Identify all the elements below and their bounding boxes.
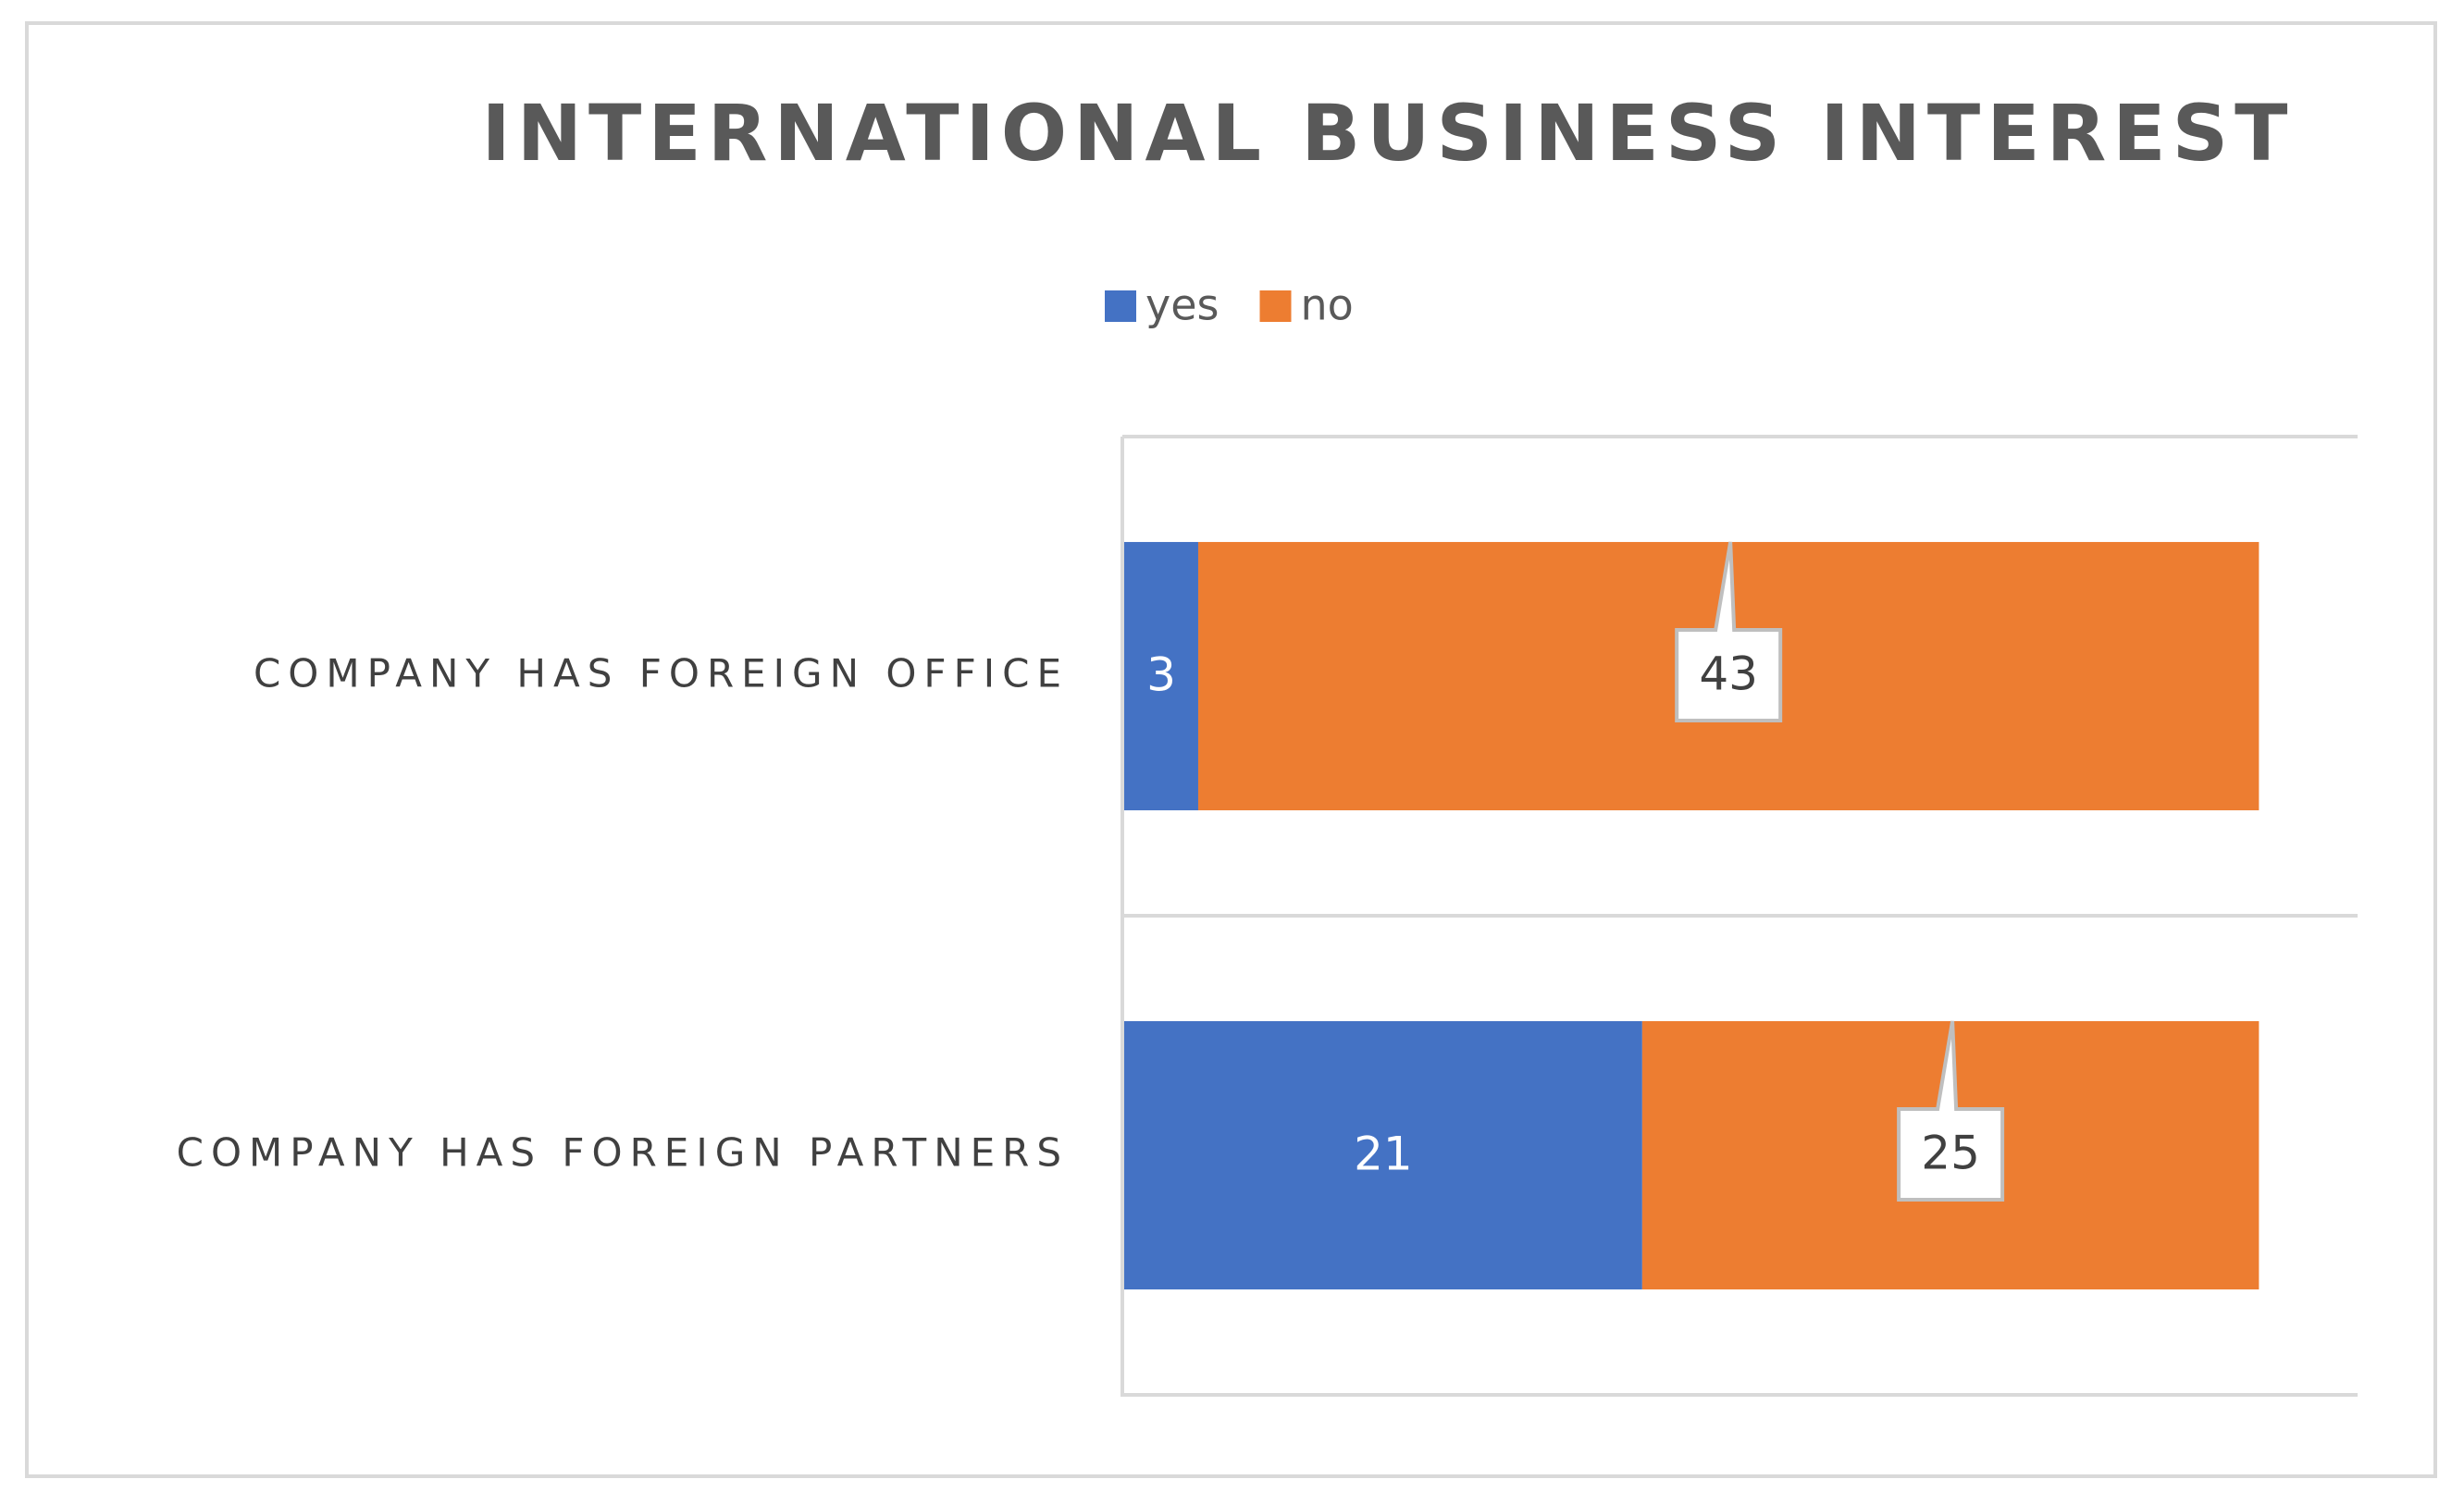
data-label: 3 (1146, 648, 1176, 702)
category-label: COMPANY HAS FOREIGN OFFICE (254, 651, 1069, 697)
bar-segment (1124, 1020, 1642, 1290)
legend-label: no (1301, 280, 1354, 330)
bar-segment (1124, 541, 1198, 811)
data-label: 43 (1699, 647, 1758, 701)
legend-label: yes (1145, 280, 1220, 330)
callout-box (1675, 541, 1783, 722)
callout-box (1897, 1020, 2005, 1202)
data-label: 21 (1354, 1128, 1413, 1181)
category-label: COMPANY HAS FOREIGN PARTNERS (177, 1130, 1069, 1176)
legend-swatch (1105, 290, 1136, 322)
legend-swatch (1259, 290, 1292, 322)
data-label: 25 (1921, 1127, 1980, 1180)
chart-title: INTERNATIONAL BUSINESS INTEREST (482, 88, 2295, 179)
